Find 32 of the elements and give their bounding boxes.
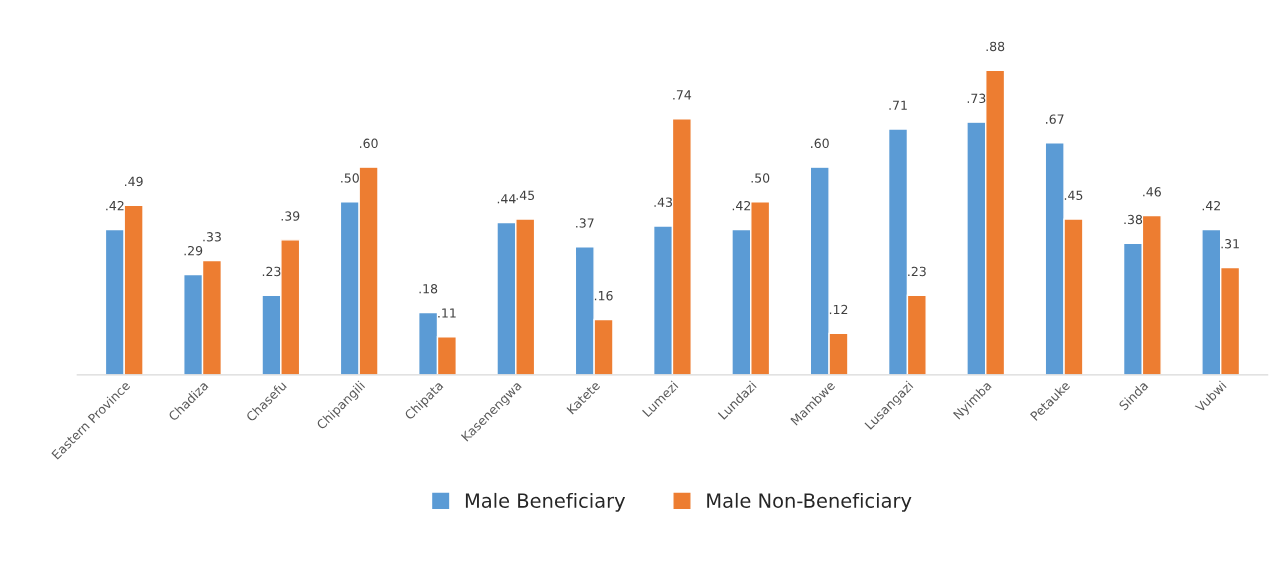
- data-label: .73: [967, 93, 986, 104]
- data-label: .50: [751, 173, 770, 183]
- data-label: .60: [359, 138, 378, 149]
- data-label: .50: [341, 173, 359, 183]
- data-label: .18: [419, 284, 438, 294]
- data-label: .38: [1124, 214, 1143, 225]
- data-label: .42: [1202, 200, 1220, 211]
- data-label: .31: [1221, 239, 1239, 249]
- data-label: .60: [811, 138, 829, 149]
- data-label: .23: [908, 266, 926, 277]
- data-label: .42: [106, 200, 124, 211]
- data-label: .49: [125, 176, 143, 187]
- data-label: .16: [594, 290, 613, 301]
- data-label: .37: [576, 218, 594, 228]
- data-label: .23: [262, 266, 281, 277]
- data-label: .88: [986, 41, 1005, 52]
- legend-label: Male Beneficiary: [465, 492, 626, 512]
- data-label: .45: [1064, 190, 1083, 200]
- data-label: .46: [1143, 187, 1161, 197]
- data-label: .44: [497, 194, 516, 204]
- data-label: .45: [516, 190, 535, 200]
- data-label: .42: [732, 200, 751, 211]
- data-label: .74: [673, 90, 692, 100]
- data-label: .12: [829, 304, 848, 315]
- data-label: .67: [1046, 114, 1064, 124]
- data-label: .29: [184, 245, 203, 256]
- data-label: .71: [889, 100, 907, 110]
- legend-label: Male Non-Beneficiary: [707, 492, 912, 512]
- data-label: .43: [654, 197, 672, 207]
- data-label: .39: [281, 211, 300, 221]
- data-label: .33: [203, 232, 221, 242]
- data-label: .11: [438, 308, 456, 318]
